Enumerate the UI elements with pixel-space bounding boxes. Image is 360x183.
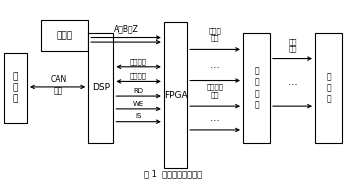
Text: IS: IS — [135, 113, 142, 119]
Text: …: … — [210, 60, 220, 70]
Text: 数据总线: 数据总线 — [130, 58, 147, 65]
Text: FPGA: FPGA — [164, 91, 187, 100]
Text: 驱动
信号: 驱动 信号 — [288, 38, 297, 52]
Text: WE: WE — [133, 101, 144, 107]
Text: 上
位
机: 上 位 机 — [13, 72, 18, 103]
Text: A，B，Z: A，B，Z — [113, 25, 139, 34]
Bar — [4, 53, 27, 123]
Text: DSP: DSP — [92, 83, 110, 92]
Text: 驱
动
电
路: 驱 动 电 路 — [254, 67, 259, 109]
Bar — [243, 33, 270, 143]
Text: 编码器: 编码器 — [57, 31, 73, 40]
Bar — [164, 22, 187, 168]
Text: 地址总线: 地址总线 — [130, 73, 147, 79]
Text: 引纬保持
信号: 引纬保持 信号 — [207, 84, 224, 98]
Text: 单稳态
信号: 单稳态 信号 — [209, 27, 221, 41]
Bar — [315, 33, 342, 143]
Text: CAN
通信: CAN 通信 — [50, 75, 67, 95]
Text: …: … — [287, 77, 297, 87]
Text: RD: RD — [134, 88, 144, 94]
Text: …: … — [210, 113, 220, 123]
Text: 图 1  控制系统结构框图: 图 1 控制系统结构框图 — [144, 169, 202, 178]
Bar — [41, 20, 88, 51]
Text: 电
磁
阀: 电 磁 阀 — [326, 72, 331, 103]
Bar — [88, 33, 113, 143]
